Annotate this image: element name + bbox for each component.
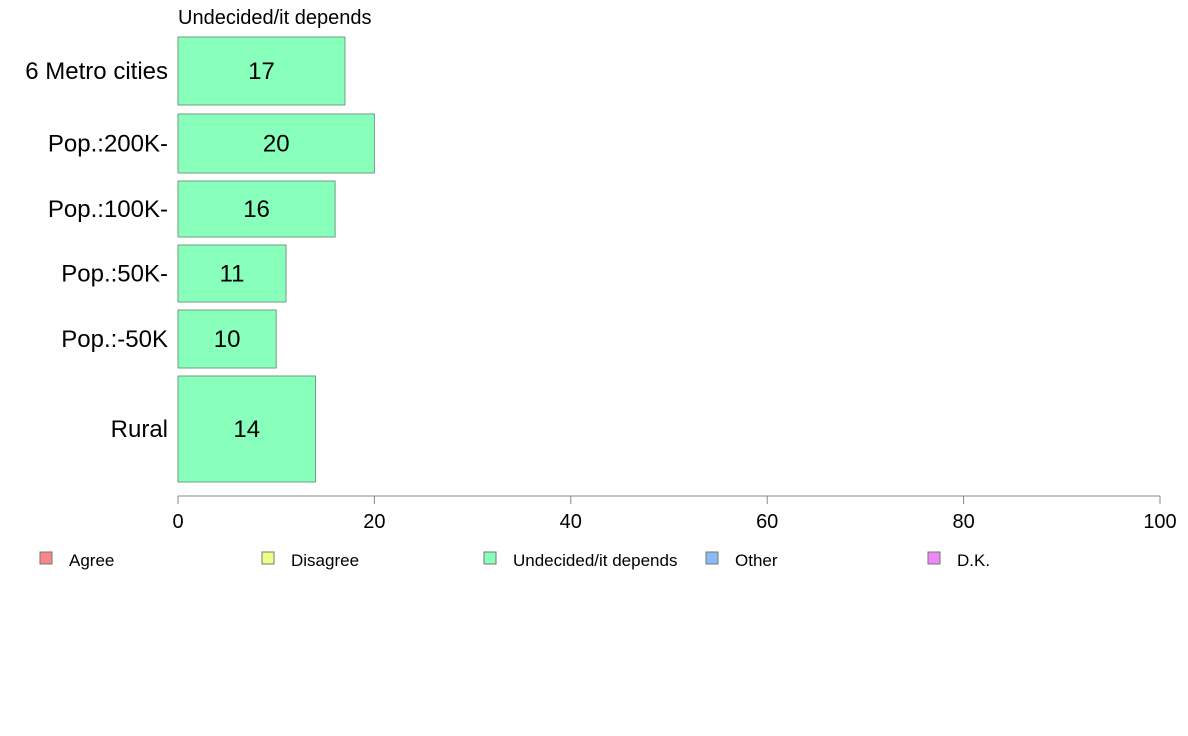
legend: Agree Disagree Undecided/it depends Other D.… bbox=[39, 551, 990, 570]
data-label: 16 bbox=[243, 196, 270, 223]
data-label: 17 bbox=[248, 58, 275, 85]
bar bbox=[177, 375, 316, 483]
category-label: Pop.:100K- bbox=[48, 196, 168, 223]
data-label: 14 bbox=[233, 416, 260, 443]
legend-label: Undecided/it depends bbox=[513, 551, 677, 570]
legend-swatch bbox=[705, 551, 719, 565]
x-tick-label: 0 bbox=[172, 511, 183, 533]
data-label: 11 bbox=[220, 261, 245, 288]
legend-swatch bbox=[927, 551, 941, 565]
legend-swatch bbox=[261, 551, 275, 565]
x-tick-label: 80 bbox=[952, 511, 974, 533]
bar bbox=[177, 113, 375, 174]
legend-label: D.K. bbox=[957, 551, 990, 570]
legend-label: Other bbox=[735, 551, 778, 570]
x-tick-label: 40 bbox=[560, 511, 582, 533]
x-tick-label: 60 bbox=[756, 511, 778, 533]
category-label: 6 Metro cities bbox=[25, 58, 168, 85]
bars-layer: 6 Metro cities 17 Pop.:200K- 20 Pop.:100K- 16… bbox=[25, 36, 375, 483]
bar bbox=[177, 309, 277, 369]
x-tick-label: 100 bbox=[1143, 511, 1176, 533]
data-label: 10 bbox=[214, 326, 241, 353]
category-label: Pop.:50K- bbox=[61, 261, 168, 288]
data-label: 20 bbox=[263, 131, 290, 158]
bar bbox=[177, 36, 346, 106]
legend-label: Disagree bbox=[291, 551, 359, 570]
bar bbox=[177, 180, 336, 238]
chart-title: Undecided/it depends bbox=[178, 7, 371, 29]
legend-swatch bbox=[483, 551, 497, 565]
legend-label: Agree bbox=[69, 551, 114, 570]
x-tick-label: 20 bbox=[363, 511, 385, 533]
category-label: Rural bbox=[111, 416, 168, 443]
category-label: Pop.:200K- bbox=[48, 131, 168, 158]
legend-swatch bbox=[39, 551, 53, 565]
x-axis: 0 20 40 60 80 100 bbox=[172, 495, 1177, 533]
bar bbox=[177, 244, 287, 303]
category-label: Pop.:-50K bbox=[61, 326, 168, 353]
